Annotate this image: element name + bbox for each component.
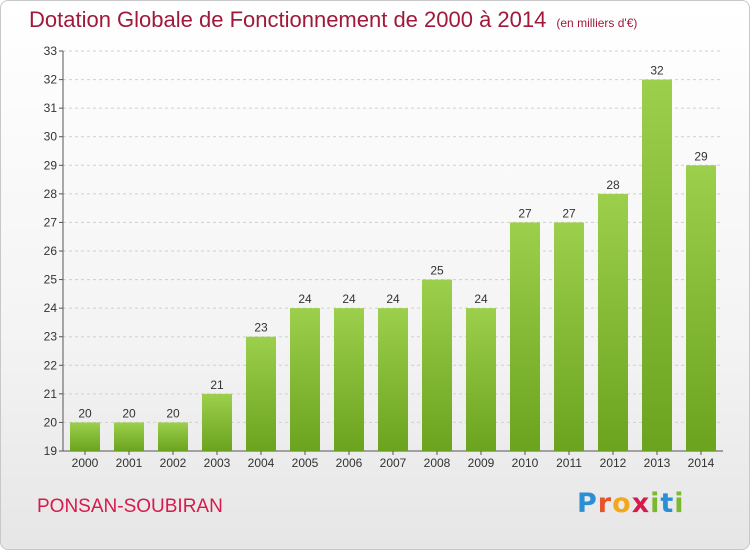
y-tick-label: 28 <box>44 187 58 201</box>
bars <box>70 79 716 452</box>
bar-value-label: 27 <box>562 206 576 220</box>
y-tick-label: 22 <box>44 358 58 372</box>
x-tick-label: 2005 <box>292 456 319 470</box>
logo-letter: P <box>577 488 598 519</box>
chart-subtitle: (en milliers d'€) <box>556 16 638 30</box>
bar-2006 <box>334 308 364 451</box>
bar-2002 <box>158 422 188 451</box>
logo-letter: r <box>597 488 613 519</box>
x-tick-label: 2003 <box>204 456 231 470</box>
bar-2000 <box>70 422 100 451</box>
bar-2007 <box>378 308 408 451</box>
bar-value-label: 28 <box>606 178 620 192</box>
bar-value-label: 25 <box>430 264 444 278</box>
bar-2012 <box>598 193 628 451</box>
bar-2011 <box>554 222 584 451</box>
bar-value-label: 29 <box>694 149 708 163</box>
x-tick-label: 2009 <box>468 456 495 470</box>
bar-value-label: 20 <box>78 406 92 420</box>
bar-2009 <box>466 308 496 451</box>
y-tick-label: 26 <box>44 244 58 258</box>
bar-2003 <box>202 393 232 451</box>
bar-value-label: 20 <box>122 406 136 420</box>
x-tick-label: 2010 <box>512 456 539 470</box>
commune-name: PONSAN-SOUBIRAN <box>37 496 223 517</box>
y-tick-label: 27 <box>44 215 58 229</box>
bar-2001 <box>114 422 144 451</box>
x-tick-label: 2011 <box>556 456 582 470</box>
y-tick-label: 21 <box>44 387 58 401</box>
logo-letter: o <box>612 488 632 519</box>
y-tick-label: 25 <box>44 273 58 287</box>
y-tick-label: 29 <box>44 158 58 172</box>
logo-letter: i <box>650 488 661 519</box>
bar-value-label: 21 <box>210 378 224 392</box>
bar-2010 <box>510 222 540 451</box>
bar-value-label: 23 <box>254 321 268 335</box>
x-tick-label: 2012 <box>600 456 627 470</box>
bar-value-label: 24 <box>298 292 312 306</box>
bar-value-label: 32 <box>650 64 664 78</box>
y-tick-label: 32 <box>44 73 58 87</box>
bar-value-label: 24 <box>386 292 400 306</box>
bar-value-label: 24 <box>474 292 488 306</box>
logo-letter: x <box>631 488 651 519</box>
logo-letter: t <box>660 488 675 519</box>
y-tick-label: 31 <box>44 101 58 115</box>
title-text: Dotation Globale de Fonctionnement de 20… <box>29 7 547 32</box>
bar-2014 <box>686 165 716 452</box>
y-tick-label: 20 <box>44 415 58 429</box>
x-tick-label: 2000 <box>72 456 99 470</box>
proxiti-logo[interactable]: Proxiti <box>577 488 685 519</box>
bar-value-label: 24 <box>342 292 356 306</box>
chart-title: Dotation Globale de Fonctionnement de 20… <box>29 7 637 33</box>
x-tick-label: 2001 <box>116 456 143 470</box>
x-tick-label: 2014 <box>688 456 715 470</box>
logo-letter: i <box>674 488 685 519</box>
bar-value-label: 20 <box>166 406 180 420</box>
x-tick-label: 2004 <box>248 456 275 470</box>
y-tick-label: 30 <box>44 130 58 144</box>
x-tick-label: 2002 <box>160 456 187 470</box>
bar-value-label: 27 <box>518 206 532 220</box>
x-tick-label: 2013 <box>644 456 671 470</box>
y-tick-label: 23 <box>44 330 58 344</box>
bar-2008 <box>422 279 452 451</box>
y-tick-label: 33 <box>44 44 58 58</box>
bar-2013 <box>642 79 672 452</box>
y-tick-label: 19 <box>44 444 58 458</box>
labels: 19 20 21 22 23 24 25 26 27 28 29 30 31 32 33 20 2000 20 20… <box>44 44 715 470</box>
bar-2005 <box>290 308 320 451</box>
bar-2004 <box>246 336 276 451</box>
y-tick-label: 24 <box>44 301 58 315</box>
x-tick-label: 2008 <box>424 456 451 470</box>
x-tick-label: 2006 <box>336 456 363 470</box>
x-tick-label: 2007 <box>380 456 407 470</box>
